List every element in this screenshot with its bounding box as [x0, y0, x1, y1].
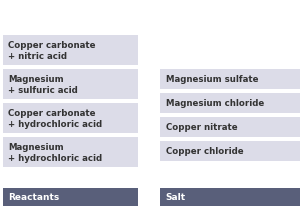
Bar [3, 36, 138, 66]
Text: Magnesium
+ sulfuric acid: Magnesium + sulfuric acid [8, 75, 78, 95]
Text: Reactants: Reactants [8, 193, 59, 201]
Text: Copper nitrate: Copper nitrate [166, 123, 238, 132]
Bar [160, 94, 300, 114]
Text: Copper carbonate
+ nitric acid: Copper carbonate + nitric acid [8, 41, 95, 61]
Bar [3, 103, 138, 133]
Text: Magnesium
+ hydrochloric acid: Magnesium + hydrochloric acid [8, 142, 102, 162]
Text: Magnesium chloride: Magnesium chloride [166, 99, 264, 108]
Bar [160, 117, 300, 137]
Bar [3, 137, 138, 167]
Bar [160, 70, 300, 90]
Text: Salt: Salt [165, 193, 185, 201]
Bar [3, 70, 138, 99]
Text: Copper carbonate
+ hydrochloric acid: Copper carbonate + hydrochloric acid [8, 108, 102, 128]
Text: Copper chloride: Copper chloride [166, 147, 244, 156]
Bar [160, 188, 300, 206]
Bar [160, 141, 300, 161]
Text: Magnesium sulfate: Magnesium sulfate [166, 75, 258, 84]
Bar [3, 188, 138, 206]
